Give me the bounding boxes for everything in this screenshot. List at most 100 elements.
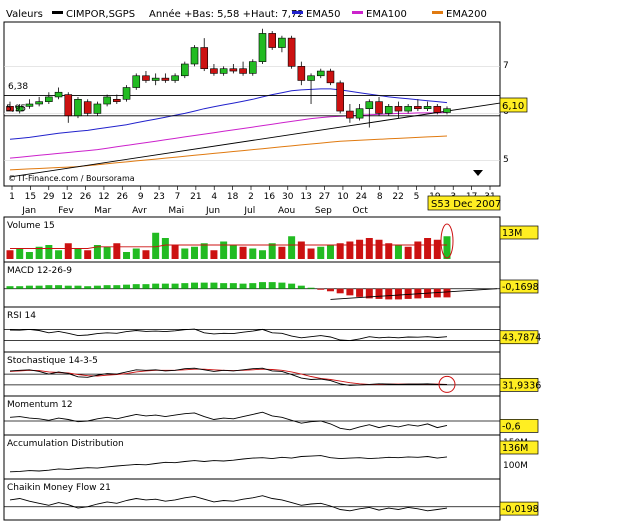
macd-bar — [297, 285, 305, 289]
accumulation-value-label: 136M — [502, 443, 528, 454]
volume-average-line — [10, 244, 447, 249]
volume-bar — [152, 232, 160, 259]
volume-bar — [16, 248, 24, 259]
candle-body — [190, 47, 199, 65]
candle-body — [248, 61, 257, 74]
period-label: S53 Dec 2007 — [431, 199, 501, 210]
volume-bar — [229, 245, 237, 259]
macd-bar — [249, 283, 257, 289]
support-trendline — [9, 102, 501, 178]
volume-bar — [394, 245, 402, 259]
volume-value-label: 13M — [502, 228, 522, 239]
volume-bar — [142, 250, 150, 259]
momentum-panel: Momentum 12 -0,6 — [3, 395, 539, 436]
stochastic-value-badge — [499, 378, 539, 392]
volume-highlight-circle — [440, 223, 454, 259]
candle-body — [200, 47, 209, 70]
macd-bar — [278, 282, 286, 289]
x-day-label: 29 — [43, 192, 55, 202]
current-price-label: 6,10 — [502, 101, 524, 112]
chaikin-panel-frame — [3, 478, 501, 521]
ema100-legend-label: EMA100 — [366, 9, 407, 20]
chaikin-value-label: -0,0198 — [502, 504, 539, 515]
scroll-down-arrow-icon[interactable] — [473, 170, 483, 176]
stochastic-panel: Stochastique 14-3-5 31,9336 — [3, 351, 541, 397]
candle-body — [103, 96, 111, 105]
x-month-label: Mai — [168, 206, 184, 216]
macd-panel: 0MACD 12-26-9-0,1698 — [3, 261, 539, 308]
volume-bar — [123, 252, 131, 259]
momentum-value-badge — [499, 419, 539, 433]
macd-bar — [200, 282, 208, 289]
macd-bar — [35, 285, 43, 289]
ema200-legend-swatch — [432, 11, 443, 14]
x-day-label: 21 — [190, 192, 201, 202]
macd-bar — [113, 285, 121, 289]
volume-bar — [239, 246, 247, 259]
macd-bar — [181, 283, 189, 289]
x-month-label: Jul — [243, 206, 255, 216]
candle-body — [375, 101, 383, 114]
volume-bar — [346, 241, 354, 259]
x-day-label: 10 — [337, 192, 349, 202]
macd-bar — [258, 282, 266, 289]
stochastic-line — [9, 367, 447, 386]
macd-bar — [365, 288, 373, 299]
macd-bar — [64, 285, 72, 289]
candle-body — [239, 68, 247, 74]
candle-body — [142, 75, 150, 81]
candle-body — [83, 101, 92, 114]
x-day-label: 7 — [175, 192, 181, 202]
candle-body — [122, 87, 131, 100]
price-tick-5: 5 — [503, 155, 509, 165]
momentum-value-label: -0,6 — [502, 421, 521, 432]
x-month-label: Oct — [352, 206, 368, 216]
candle-body — [443, 108, 451, 113]
macd-bar — [220, 283, 228, 289]
x-day-label: 15 — [25, 192, 36, 202]
volume-bar — [307, 248, 315, 259]
volume-bar — [249, 248, 257, 259]
level-label-low: 5,95 — [6, 104, 26, 114]
macd-bar — [55, 285, 63, 289]
chaikin-line — [9, 495, 448, 512]
candle-body — [54, 91, 63, 98]
macd-bar — [239, 283, 247, 289]
volume-bar — [25, 252, 33, 259]
macd-bar — [268, 282, 276, 289]
volume-bar — [210, 250, 218, 259]
macd-bar — [229, 283, 237, 289]
candle-body — [35, 101, 43, 105]
macd-bar — [356, 288, 364, 297]
candle-body — [64, 94, 73, 117]
macd-bar — [103, 285, 111, 289]
momentum-line — [9, 411, 448, 431]
volume-bar — [288, 236, 296, 259]
candle-body — [326, 70, 335, 84]
volume-bar — [45, 245, 53, 259]
ema50-legend-swatch — [292, 11, 303, 14]
candle-body — [278, 37, 286, 48]
chaikin-panel: Chaikin Money Flow 21 -0,0198 — [3, 478, 539, 521]
period-badge — [427, 195, 501, 211]
year-range-label: Année +Bas: 5,58 +Haut: 7,72 — [149, 8, 304, 20]
volume-bar — [424, 238, 432, 259]
x-day-label: 12 — [61, 192, 72, 202]
ema100-legend-swatch — [352, 11, 363, 14]
x-day-label: 27 — [319, 192, 330, 202]
macd-bar — [346, 288, 354, 296]
macd-bar — [171, 283, 179, 289]
x-day-label: 16 — [264, 192, 276, 202]
x-day-label: 22 — [392, 192, 403, 202]
candle-body — [181, 63, 189, 77]
rsi-value-badge — [499, 330, 539, 345]
candle-body — [394, 106, 403, 112]
x-day-label: 26 — [117, 192, 129, 202]
x-day-label: 13 — [300, 192, 311, 202]
x-month-label: Avr — [132, 206, 147, 216]
price-levels — [4, 95, 501, 178]
volume-bar — [84, 250, 92, 259]
candle-body — [414, 106, 422, 110]
x-month-label: Fev — [58, 206, 74, 216]
